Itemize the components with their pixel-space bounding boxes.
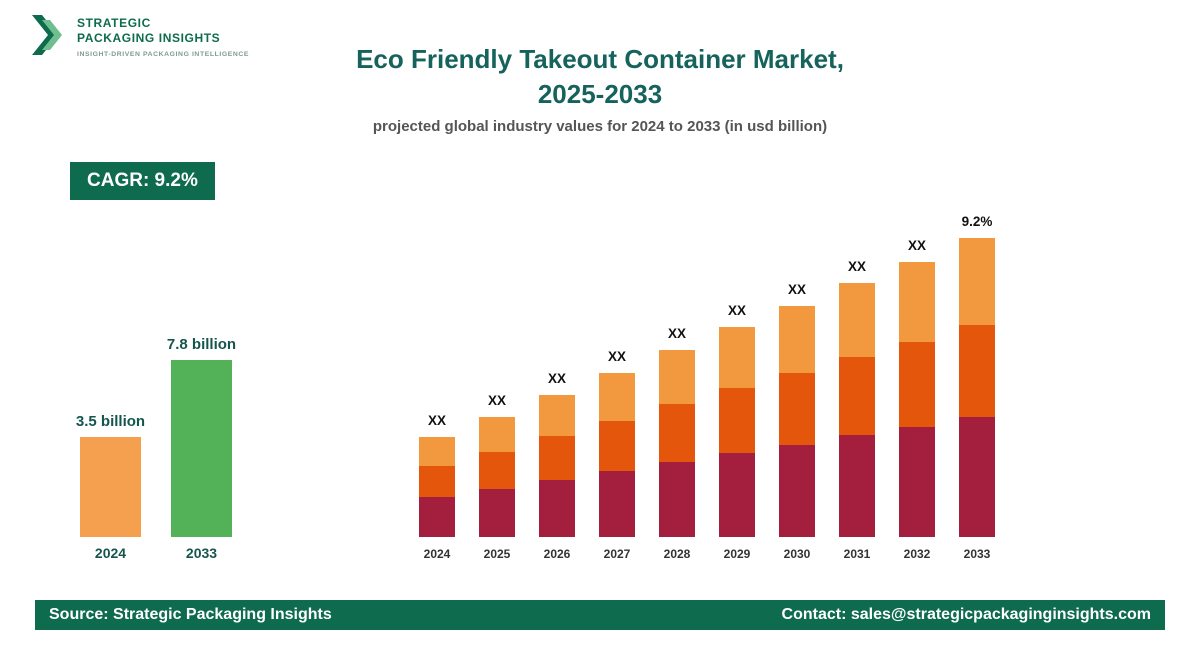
stacked-bar-2032: XX 2032 (899, 238, 935, 561)
x-axis-label: 2026 (543, 547, 571, 561)
x-axis-label: 2028 (663, 547, 691, 561)
page-title-line2: 2025-2033 (537, 79, 663, 109)
x-axis-label: 2032 (903, 547, 931, 561)
segment-bottom (779, 444, 815, 537)
x-axis-label: 2033 (963, 547, 991, 561)
main-chart: XX 2024 XX 2025 XX 2026 XX 2027 XX 2028 XX 2029 XX 20… (419, 214, 995, 561)
page-title-line1: Eco Friendly Takeout Container Market, (356, 44, 844, 74)
segment-middle (719, 387, 755, 453)
segment-middle (959, 324, 995, 418)
bar-value-label: XX (547, 371, 567, 386)
mini-bar-year-label: 2033 (185, 545, 218, 561)
bar-value-label: XX (607, 349, 627, 364)
stacked-bar-2025: XX 2025 (479, 393, 515, 561)
segment-top (839, 283, 875, 357)
segment-top (659, 350, 695, 405)
segment-bottom (479, 488, 515, 537)
segment-top (479, 417, 515, 452)
cagr-badge: CAGR: 9.2% (70, 162, 215, 200)
bar-value-label: XX (907, 238, 927, 253)
mini-bar-year-label: 2024 (94, 545, 127, 561)
brand-name-line1: STRATEGIC (77, 16, 151, 30)
brand-tagline: INSIGHT-DRIVEN PACKAGING INTELLIGENCE (77, 51, 249, 58)
segment-middle (839, 356, 875, 436)
mini-comparison-chart: 3.5 billion 2024 7.8 billion 2033 (76, 336, 236, 561)
segment-middle (899, 341, 935, 427)
stacked-bar-2028: XX 2028 (659, 326, 695, 561)
x-axis-label: 2029 (723, 547, 751, 561)
bar-value-label: XX (427, 413, 447, 428)
segment-middle (539, 436, 575, 481)
brand-logo: STRATEGIC PACKAGING INSIGHTS INSIGHT-DRI… (30, 12, 249, 58)
bar-value-label: 9.2% (961, 214, 993, 229)
mini-bar-value-label: 7.8 billion (166, 336, 237, 353)
chart-header: Eco Friendly Takeout Container Market, 2… (0, 42, 1200, 135)
segment-middle (479, 451, 515, 489)
segment-top (959, 238, 995, 325)
segment-bottom (419, 497, 455, 537)
segment-top (539, 395, 575, 437)
stacked-bar-2029: XX 2029 (719, 303, 755, 561)
page-subtitle: projected global industry values for 202… (372, 118, 828, 135)
footer-bar: Source: Strategic Packaging Insights Con… (35, 600, 1165, 630)
segment-middle (419, 466, 455, 497)
segment-middle (779, 372, 815, 445)
segment-middle (599, 420, 635, 472)
stacked-bar-2033: 9.2% 2033 (959, 214, 995, 561)
brand-chevron-icon (32, 15, 62, 55)
stacked-bar-2026: XX 2026 (539, 371, 575, 561)
mini-bar-2024: 3.5 billion 2024 (76, 413, 145, 561)
bar-value-label: XX (667, 326, 687, 341)
x-axis-label: 2027 (603, 547, 631, 561)
segment-bottom (659, 462, 695, 537)
stacked-bar-2031: XX 2031 (839, 259, 875, 561)
brand-name-line2: PACKAGING INSIGHTS (77, 31, 221, 45)
stacked-bar-2030: XX 2030 (779, 282, 815, 561)
bar-value-label: XX (487, 393, 507, 408)
segment-middle (659, 404, 695, 463)
brand-logo-text: STRATEGIC PACKAGING INSIGHTS INSIGHT-DRI… (77, 12, 249, 58)
segment-top (899, 262, 935, 342)
segment-bottom (959, 417, 995, 537)
mini-bar-value-label: 3.5 billion (75, 413, 146, 430)
footer-contact: Contact: sales@strategicpackaginginsight… (781, 606, 1151, 623)
segment-top (419, 437, 455, 466)
segment-bottom (839, 435, 875, 537)
segment-bottom (899, 427, 935, 537)
bar-value-label: XX (787, 282, 807, 297)
x-axis-label: 2030 (783, 547, 811, 561)
bar-value-label: XX (847, 259, 867, 274)
segment-bottom (719, 452, 755, 537)
x-axis-label: 2031 (843, 547, 871, 561)
x-axis-label: 2024 (423, 547, 451, 561)
segment-top (719, 327, 755, 388)
stacked-bar-2027: XX 2027 (599, 349, 635, 561)
segment-top (599, 373, 635, 421)
stacked-bar-2024: XX 2024 (419, 413, 455, 561)
x-axis-label: 2025 (483, 547, 511, 561)
segment-top (779, 306, 815, 373)
segment-bottom (599, 471, 635, 537)
mini-bar-2033: 7.8 billion 2033 (167, 336, 236, 561)
segment-bottom (539, 480, 575, 537)
footer-source: Source: Strategic Packaging Insights (49, 606, 332, 623)
bar-value-label: XX (727, 303, 747, 318)
